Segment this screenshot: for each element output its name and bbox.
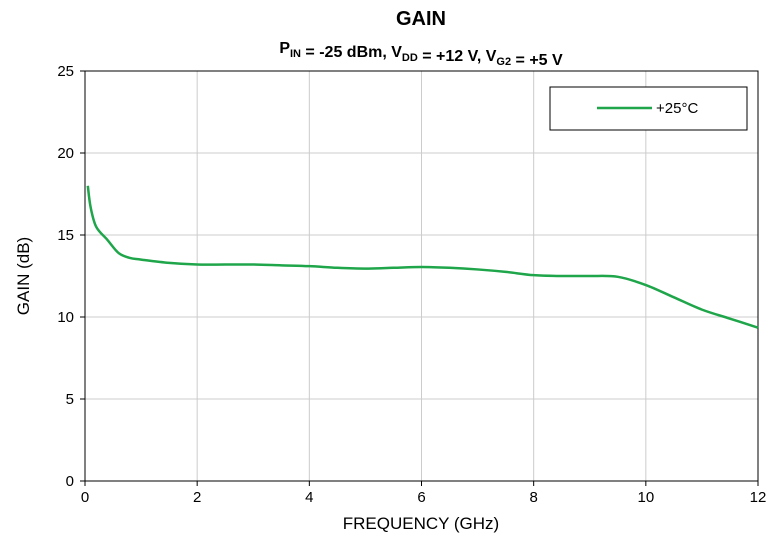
x-tick-label: 2 bbox=[193, 489, 201, 506]
chart-subtitle: PIN = -25 dBm, VDD = +12 V, VG2 = +5 V bbox=[279, 40, 563, 69]
series-layer bbox=[86, 185, 759, 329]
y-tick-label: 10 bbox=[57, 309, 74, 326]
subtitle-part: = +5 V bbox=[511, 52, 563, 69]
legend-label-25c: +25°C bbox=[656, 100, 698, 117]
chart-title: GAIN bbox=[396, 8, 446, 30]
x-tick-label: 6 bbox=[417, 489, 425, 506]
x-tick-label: 4 bbox=[305, 489, 313, 506]
series-line-25c bbox=[86, 185, 759, 329]
grid-lines bbox=[85, 71, 758, 481]
x-tick-label: 8 bbox=[529, 489, 537, 506]
x-tick-label: 12 bbox=[750, 489, 767, 506]
y-axis-title: GAIN (dB) bbox=[14, 237, 33, 315]
x-tick-label: 10 bbox=[637, 489, 654, 506]
subtitle-part: P bbox=[279, 40, 290, 57]
y-tick-label: 25 bbox=[57, 63, 74, 80]
legend: +25°C bbox=[549, 86, 748, 131]
y-tick-label: 20 bbox=[57, 145, 74, 162]
subtitle-subscript: IN bbox=[290, 48, 301, 60]
subtitle-part: = -25 dBm, V bbox=[301, 44, 402, 61]
subtitle-part: = +12 V, V bbox=[418, 48, 497, 65]
subtitle-subscript: DD bbox=[402, 52, 418, 64]
x-axis-title: FREQUENCY (GHz) bbox=[343, 514, 499, 533]
y-tick-label: 0 bbox=[66, 473, 74, 490]
axis-ticks: 0 2 4 6 8 10 12 0 5 10 15 20 25 bbox=[57, 63, 766, 506]
subtitle-subscript: G2 bbox=[496, 56, 511, 68]
x-tick-label: 0 bbox=[81, 489, 89, 506]
y-tick-label: 5 bbox=[66, 391, 74, 408]
y-tick-label: 15 bbox=[57, 227, 74, 244]
